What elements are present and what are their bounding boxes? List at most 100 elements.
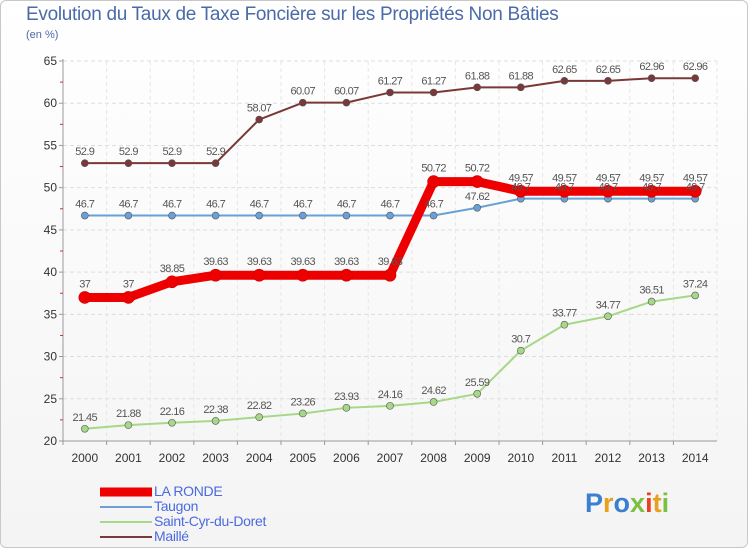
data-point-taugon bbox=[124, 211, 133, 220]
x-tick-label: 2004 bbox=[246, 451, 273, 465]
data-label-la-ronde: 37 bbox=[79, 278, 91, 290]
legend-swatch-saint-cyr-du-doret bbox=[100, 520, 152, 523]
data-label-saint-cyr-du-doret: 23.26 bbox=[291, 396, 316, 408]
data-label-maille: 62.65 bbox=[596, 64, 621, 76]
legend-item-maille[interactable]: Maillé bbox=[100, 529, 360, 544]
x-tick-label: 2012 bbox=[595, 451, 622, 465]
data-label-taugon: 46.7 bbox=[206, 199, 225, 211]
data-point-la-ronde bbox=[427, 175, 440, 188]
data-label-la-ronde: 39.63 bbox=[378, 256, 403, 268]
data-label-maille: 61.27 bbox=[421, 75, 446, 87]
data-point-taugon bbox=[168, 211, 176, 220]
data-point-la-ronde bbox=[209, 268, 222, 282]
legend-label: Taugon bbox=[154, 498, 199, 514]
data-label-la-ronde: 50.72 bbox=[421, 163, 446, 175]
data-label-saint-cyr-du-doret: 37.24 bbox=[683, 278, 708, 290]
data-point-saint-cyr-du-doret bbox=[255, 413, 264, 421]
data-label-la-ronde: 39.63 bbox=[247, 256, 272, 268]
data-label-maille: 52.9 bbox=[206, 146, 225, 158]
x-tick-label: 2003 bbox=[202, 451, 229, 465]
data-label-taugon: 46.7 bbox=[162, 199, 181, 211]
data-point-la-ronde bbox=[78, 291, 92, 304]
data-point-saint-cyr-du-doret bbox=[691, 291, 700, 300]
data-point-saint-cyr-du-doret bbox=[386, 402, 394, 410]
data-point-maille bbox=[255, 115, 264, 124]
y-tick-label: 40 bbox=[44, 265, 58, 279]
chart-title: Evolution du Taux de Taxe Foncière sur l… bbox=[26, 4, 559, 25]
data-point-la-ronde bbox=[558, 184, 571, 198]
data-label-maille: 52.9 bbox=[119, 146, 138, 158]
legend-label: LA RONDE bbox=[154, 483, 223, 499]
x-tick-label: 2000 bbox=[71, 451, 98, 465]
data-point-maille bbox=[386, 88, 394, 97]
logo-letter: P bbox=[585, 488, 604, 518]
x-tick-label: 2014 bbox=[682, 451, 709, 465]
data-label-taugon: 46.7 bbox=[293, 199, 312, 211]
data-label-maille: 52.9 bbox=[75, 146, 94, 158]
data-point-la-ronde bbox=[165, 275, 179, 289]
data-label-maille: 62.96 bbox=[683, 61, 708, 73]
data-label-saint-cyr-du-doret: 22.16 bbox=[160, 406, 185, 418]
legend-label: Maillé bbox=[154, 528, 189, 544]
legend-item-taugon[interactable]: Taugon bbox=[100, 499, 360, 514]
proxiti-logo: Proxiti bbox=[585, 488, 669, 519]
y-tick-label: 60 bbox=[44, 96, 58, 110]
data-point-saint-cyr-du-doret bbox=[211, 417, 220, 425]
data-point-taugon bbox=[211, 211, 220, 220]
data-point-maille bbox=[604, 77, 612, 85]
data-label-la-ronde: 49.57 bbox=[509, 172, 534, 184]
y-tick-label: 65 bbox=[44, 54, 58, 68]
data-label-maille: 60.07 bbox=[291, 86, 316, 98]
data-point-taugon bbox=[473, 203, 482, 212]
data-label-maille: 62.96 bbox=[639, 61, 664, 73]
data-point-taugon bbox=[81, 211, 89, 220]
data-point-maille bbox=[298, 98, 307, 107]
data-label-taugon: 49.7 bbox=[686, 182, 705, 194]
y-tick-label: 25 bbox=[44, 392, 58, 406]
data-label-la-ronde: 37 bbox=[123, 278, 135, 290]
x-tick-label: 2011 bbox=[551, 451, 577, 465]
logo-letter: i bbox=[661, 488, 670, 518]
data-label-saint-cyr-du-doret: 30.7 bbox=[511, 334, 530, 346]
data-point-taugon bbox=[429, 211, 438, 220]
data-label-saint-cyr-du-doret: 24.62 bbox=[421, 385, 446, 397]
data-label-la-ronde: 49.57 bbox=[596, 172, 621, 184]
x-tick-label: 2013 bbox=[638, 451, 665, 465]
y-tick-label: 35 bbox=[44, 307, 58, 321]
legend-item-saint-cyr-du-doret[interactable]: Saint-Cyr-du-Doret bbox=[100, 514, 360, 529]
legend: LA RONDE Taugon Saint-Cyr-du-Doret Maill… bbox=[100, 484, 360, 544]
data-point-saint-cyr-du-doret bbox=[473, 389, 482, 398]
data-label-la-ronde: 39.63 bbox=[334, 256, 359, 268]
legend-swatch-taugon bbox=[100, 505, 152, 508]
data-point-maille bbox=[342, 98, 351, 107]
data-label-taugon: 49.7 bbox=[511, 182, 530, 194]
x-tick-label: 2009 bbox=[464, 451, 491, 465]
data-label-taugon: 46.7 bbox=[424, 199, 443, 211]
data-point-saint-cyr-du-doret bbox=[342, 404, 351, 412]
legend-item-la-ronde[interactable]: LA RONDE bbox=[100, 484, 360, 499]
legend-label: Saint-Cyr-du-Doret bbox=[154, 513, 267, 529]
data-point-taugon bbox=[298, 211, 307, 220]
data-label-taugon: 46.7 bbox=[119, 199, 138, 211]
data-point-saint-cyr-du-doret bbox=[168, 418, 176, 427]
data-point-saint-cyr-du-doret bbox=[124, 421, 133, 429]
data-label-saint-cyr-du-doret: 22.82 bbox=[247, 400, 272, 412]
data-label-taugon: 49.7 bbox=[598, 182, 617, 194]
data-point-saint-cyr-du-doret bbox=[647, 297, 656, 306]
data-label-taugon: 46.7 bbox=[250, 199, 269, 211]
y-tick-label: 20 bbox=[44, 434, 58, 448]
data-label-la-ronde: 39.63 bbox=[291, 256, 316, 268]
data-point-la-ronde bbox=[470, 175, 484, 188]
x-tick-label: 2006 bbox=[333, 451, 360, 465]
data-label-maille: 61.88 bbox=[509, 70, 534, 82]
x-tick-label: 2001 bbox=[115, 451, 142, 465]
data-point-maille bbox=[473, 83, 482, 92]
data-point-saint-cyr-du-doret bbox=[560, 320, 569, 329]
data-point-maille bbox=[560, 77, 569, 85]
y-tick-label: 55 bbox=[44, 138, 58, 152]
data-label-taugon: 49.7 bbox=[642, 182, 661, 194]
data-label-la-ronde: 49.57 bbox=[639, 172, 664, 184]
x-tick-label: 2010 bbox=[507, 451, 534, 465]
data-label-taugon: 49.7 bbox=[555, 182, 574, 194]
x-tick-label: 2002 bbox=[159, 451, 186, 465]
